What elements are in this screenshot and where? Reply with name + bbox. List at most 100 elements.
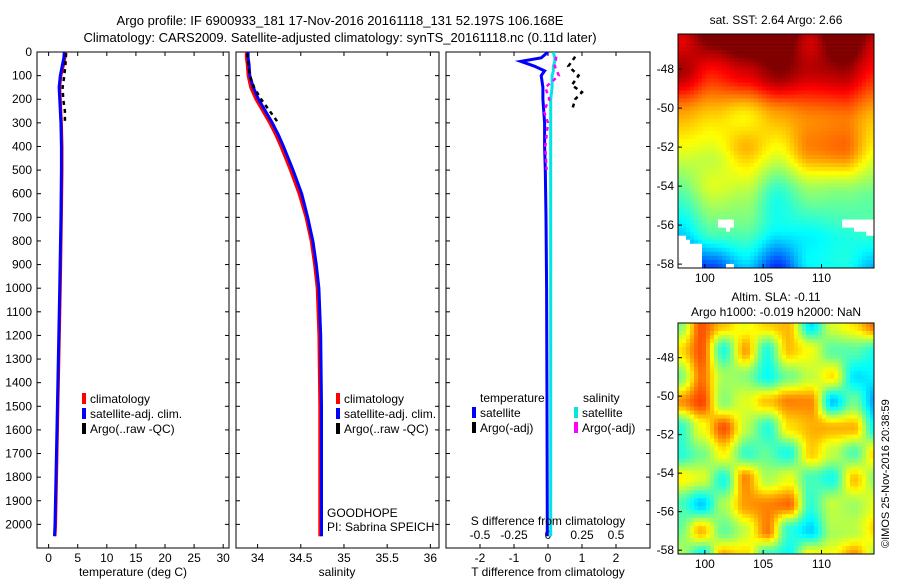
sst-cell (678, 78, 683, 83)
sst-cell (826, 179, 831, 184)
sst-cell (762, 134, 767, 140)
sst-cell (866, 215, 871, 220)
sla-cell (774, 330, 779, 336)
sst-cell (866, 187, 871, 192)
sst-cell (830, 46, 835, 51)
sst-cell (822, 263, 827, 269)
sst-cell (726, 98, 731, 103)
sst-cell (774, 219, 779, 224)
sst-cell (846, 46, 851, 51)
sst-cell (794, 171, 799, 176)
sst-cell (834, 191, 839, 196)
sst-cell (726, 118, 731, 124)
sla-cell (738, 346, 743, 352)
sla-cell (798, 382, 803, 388)
sst-cell (798, 126, 803, 132)
sst-cell (738, 126, 743, 132)
sla-cell (806, 362, 811, 368)
sst-cell (766, 187, 771, 192)
sla-cell (694, 358, 699, 364)
sst-cell (734, 195, 739, 200)
sst-cell (802, 34, 807, 39)
sla-cell (858, 386, 863, 391)
sla-cell (694, 362, 699, 368)
sla-cell (678, 458, 683, 463)
sla-cell (726, 462, 731, 467)
sst-cell (830, 142, 835, 148)
sst-cell (870, 219, 875, 224)
xtick-label: -1 (509, 551, 520, 565)
sla-cell (850, 382, 855, 388)
sst-cell (774, 195, 779, 200)
sst-cell (854, 62, 859, 67)
sst-cell (678, 255, 683, 261)
sst-cell (866, 62, 871, 67)
sla-cell (822, 370, 827, 376)
sla-cell (802, 370, 807, 376)
sla-cell (842, 434, 847, 439)
sla-cell (778, 362, 783, 368)
sst-cell (790, 142, 795, 148)
sst-cell (726, 106, 731, 111)
sst-cell (814, 251, 819, 257)
sla-cell (858, 418, 863, 423)
sst-cell (818, 211, 823, 216)
sst-cell (734, 50, 739, 55)
sla-cell (842, 370, 847, 376)
sla-cell (802, 386, 807, 391)
sla-cell (770, 430, 775, 435)
sst-cell (746, 130, 751, 136)
sst-cell (790, 163, 795, 168)
sst-cell (810, 106, 815, 111)
sst-cell (842, 50, 847, 55)
sst-cell (774, 106, 779, 111)
sst-cell (858, 90, 863, 95)
sst-cell (726, 191, 731, 196)
sla-cell (758, 366, 763, 372)
sla-cell (766, 410, 771, 415)
sst-cell (830, 134, 835, 140)
sst-cell (754, 126, 759, 132)
sla-cell (806, 442, 811, 447)
sla-cell (854, 382, 859, 388)
sst-cell (730, 183, 735, 188)
sst-cell (718, 134, 723, 140)
sla-cell (690, 450, 695, 455)
sst-cell (722, 187, 727, 192)
sla-cell (710, 430, 715, 435)
sst-cell (822, 54, 827, 59)
sst-cell (814, 54, 819, 59)
sst-cell (758, 134, 763, 140)
sst-cell (834, 54, 839, 59)
sst-cell (818, 54, 823, 59)
sst-cell (846, 227, 851, 232)
sla-cell (790, 382, 795, 388)
sst-cell (870, 122, 875, 128)
sst-cell (778, 74, 783, 79)
sla-cell (822, 374, 827, 380)
sst-cell (714, 126, 719, 132)
sst-cell (754, 167, 759, 172)
sst-cell (854, 199, 859, 204)
sst-cell (722, 227, 727, 232)
sla-cell (766, 402, 771, 407)
sla-cell (850, 326, 855, 332)
sla-cell (854, 374, 859, 380)
map-ytick-label: -48 (657, 62, 675, 76)
sla-cell (858, 442, 863, 447)
sla-cell (870, 438, 875, 443)
sst-cell (698, 122, 703, 128)
sla-cell (814, 406, 819, 411)
sst-cell (810, 114, 815, 120)
sst-cell (802, 138, 807, 144)
sst-cell (790, 251, 795, 257)
sst-cell (742, 118, 747, 124)
sst-cell (774, 70, 779, 75)
sla-cell (798, 434, 803, 439)
sst-cell (762, 199, 767, 204)
sst-cell (818, 235, 823, 241)
sst-cell (742, 167, 747, 172)
sla-cell (838, 370, 843, 376)
sst-cell (842, 130, 847, 136)
sst-cell (682, 227, 687, 232)
